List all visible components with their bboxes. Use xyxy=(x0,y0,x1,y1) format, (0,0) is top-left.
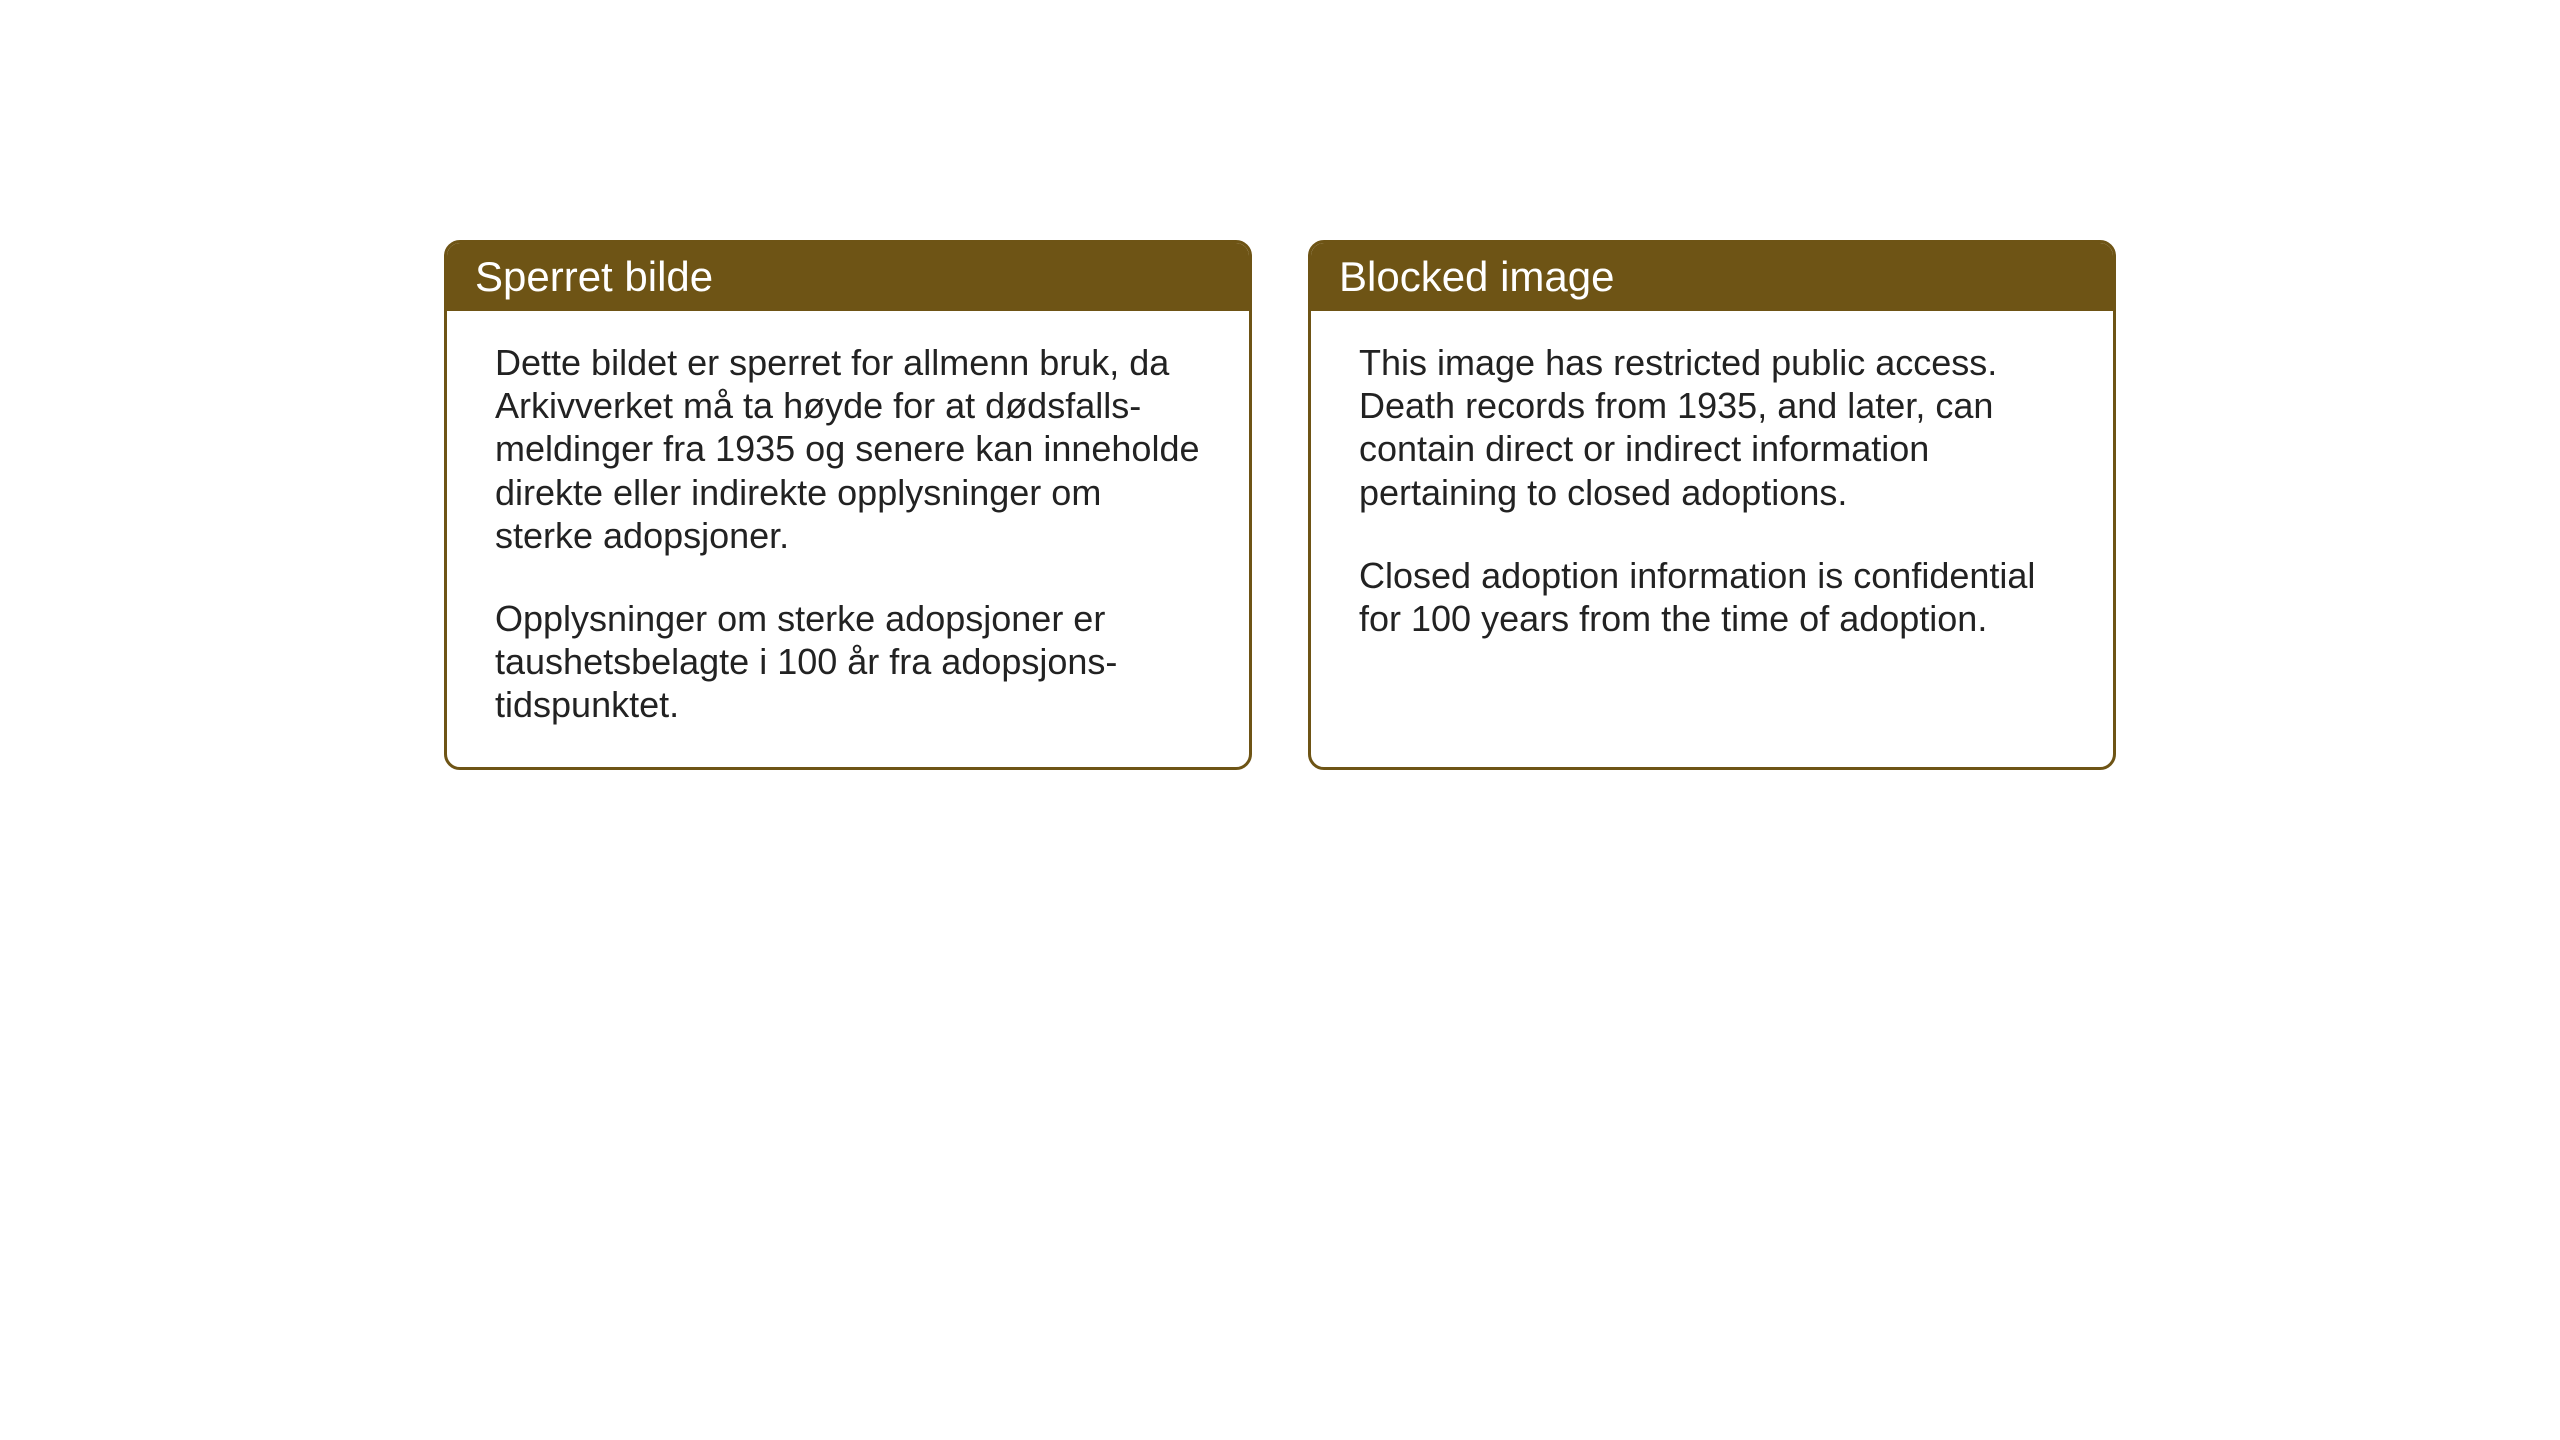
notice-body-norwegian: Dette bildet er sperret for allmenn bruk… xyxy=(447,311,1249,767)
notice-paragraph-2-english: Closed adoption information is confident… xyxy=(1359,554,2065,640)
notice-paragraph-1-english: This image has restricted public access.… xyxy=(1359,341,2065,514)
notice-header-norwegian: Sperret bilde xyxy=(447,243,1249,311)
notice-box-english: Blocked image This image has restricted … xyxy=(1308,240,2116,770)
notice-box-norwegian: Sperret bilde Dette bildet er sperret fo… xyxy=(444,240,1252,770)
notice-paragraph-1-norwegian: Dette bildet er sperret for allmenn bruk… xyxy=(495,341,1201,557)
notice-paragraph-2-norwegian: Opplysninger om sterke adopsjoner er tau… xyxy=(495,597,1201,727)
notice-body-english: This image has restricted public access.… xyxy=(1311,311,2113,751)
notice-container: Sperret bilde Dette bildet er sperret fo… xyxy=(444,240,2116,770)
notice-header-english: Blocked image xyxy=(1311,243,2113,311)
notice-title-norwegian: Sperret bilde xyxy=(475,253,713,300)
notice-title-english: Blocked image xyxy=(1339,253,1614,300)
